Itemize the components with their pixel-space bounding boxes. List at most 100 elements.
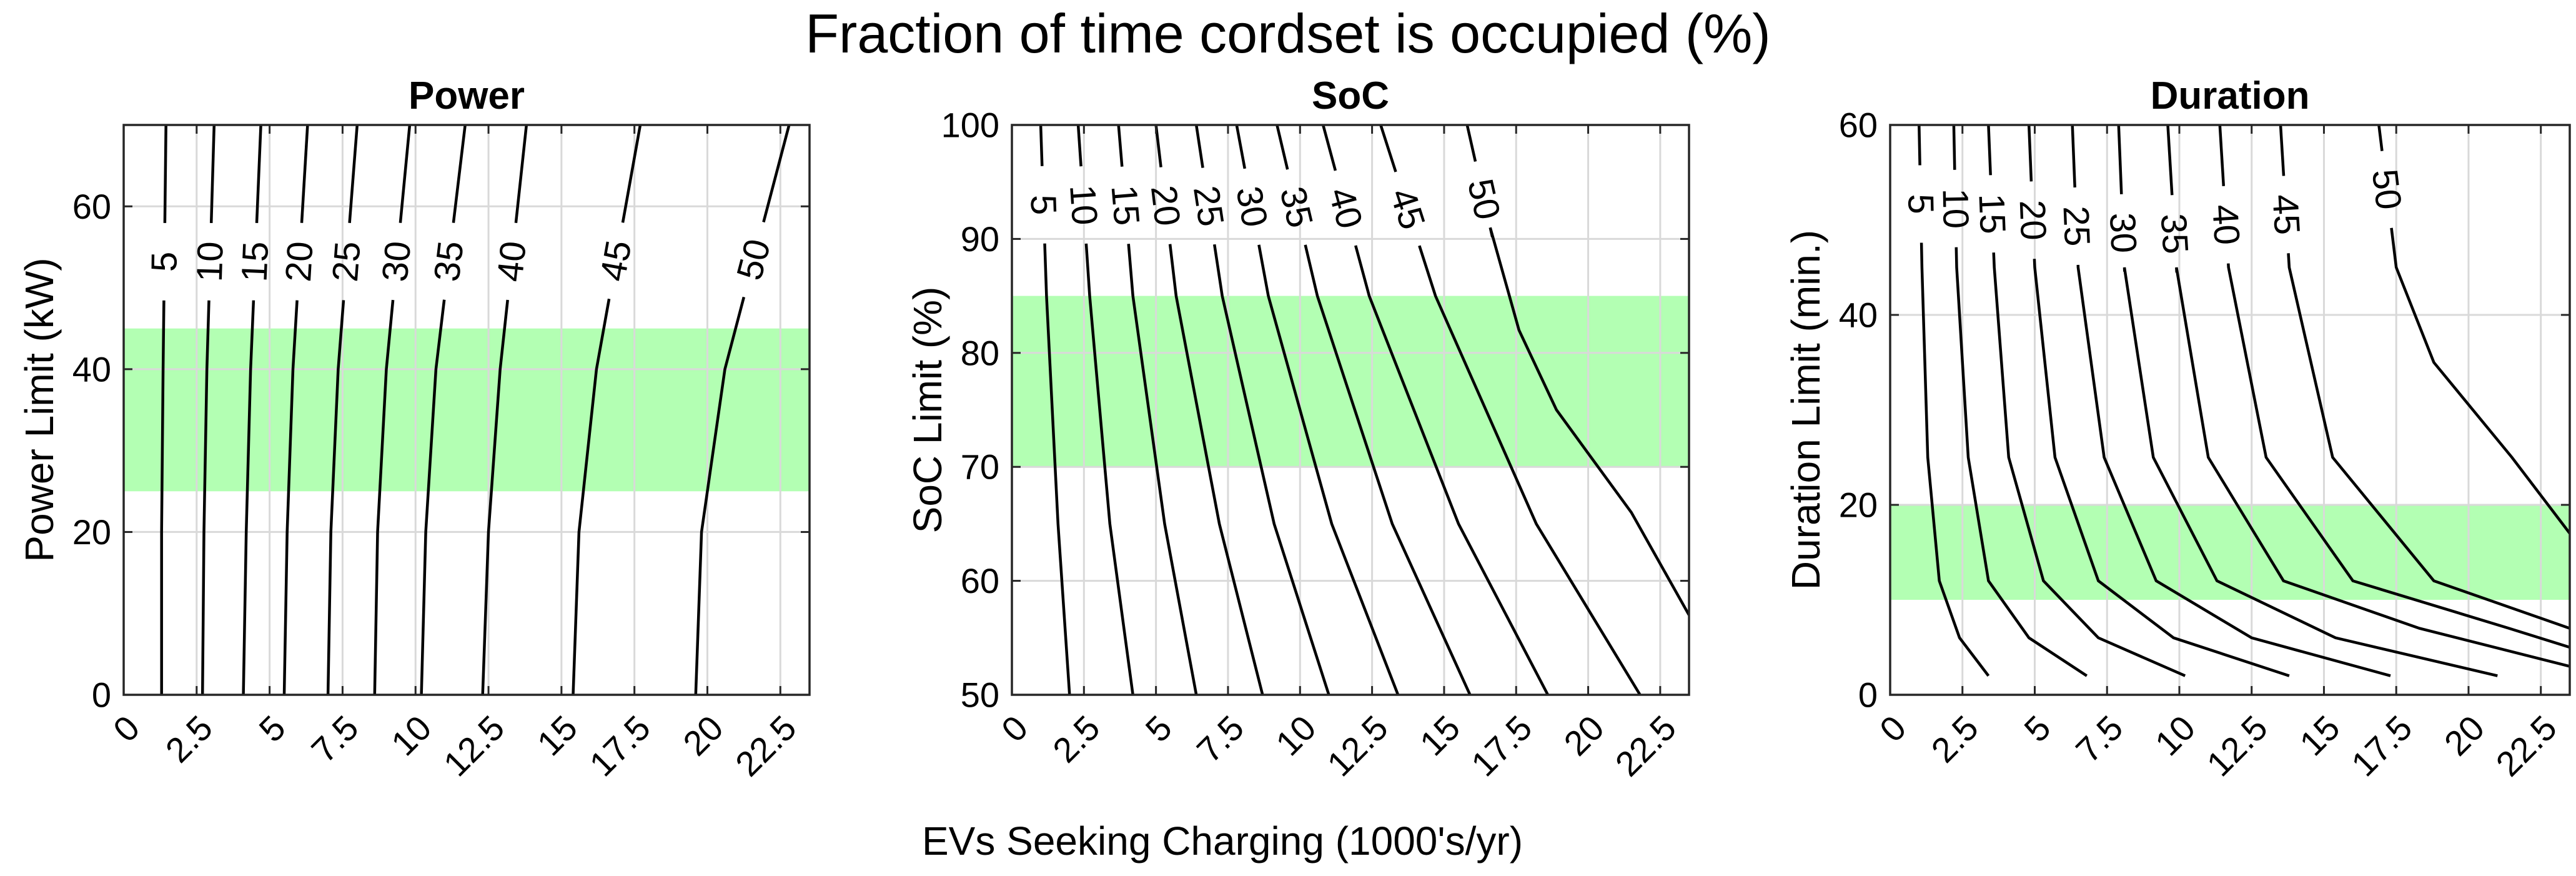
contour-line-45 (2279, 125, 2286, 176)
contour-line-30 (399, 125, 412, 223)
x-tick-label: 0 (994, 708, 1036, 750)
y-tick-label: 50 (961, 675, 999, 715)
y-axis-label: SoC Limit (%) (905, 287, 950, 534)
x-tick-label: 5 (2016, 708, 2058, 750)
contour-label-35: 35 (427, 239, 472, 284)
contour-line-10 (209, 125, 216, 223)
contour-line-20 (2033, 259, 2290, 677)
contour-line-35 (1304, 244, 1472, 695)
contour-line-30 (1257, 244, 1400, 695)
y-tick-label: 60 (72, 187, 111, 226)
x-tick-label: 17.5 (2344, 708, 2420, 784)
contour-line-30 (2123, 267, 2498, 677)
x-tick-label: 10 (1268, 708, 1324, 764)
contour-line-5 (160, 300, 166, 695)
contour-label-20: 20 (2012, 199, 2054, 241)
contour-line-25 (2076, 264, 2391, 677)
x-tick-label: 12.5 (2199, 708, 2275, 784)
contour-line-30 (1235, 125, 1247, 169)
contour-line-40 (1354, 245, 1549, 695)
x-tick-label: 17.5 (1464, 708, 1540, 784)
contour-line-50 (762, 125, 791, 223)
x-tick-label: 0 (1872, 708, 1914, 750)
x-tick-label: 20 (675, 708, 731, 764)
x-tick-label: 2.5 (1045, 708, 1107, 770)
contour-line-35 (420, 299, 446, 695)
contour-line-50 (2390, 227, 2570, 534)
x-tick-label: 22.5 (1608, 708, 1684, 784)
contour-line-50 (694, 296, 746, 695)
contour-line-40 (2227, 263, 2570, 649)
contour-line-40 (481, 299, 509, 695)
figure-title: Fraction of time cordset is occupied (%) (805, 2, 1770, 64)
contour-line-15 (1987, 125, 1992, 176)
y-tick-label: 0 (92, 675, 111, 715)
contour-label-20: 20 (1143, 183, 1188, 228)
highlight-band (1890, 505, 2570, 600)
contour-line-5 (1920, 242, 1990, 677)
contour-label-15: 15 (1971, 193, 2013, 235)
contour-label-40: 40 (490, 239, 534, 284)
y-tick-label: 40 (72, 349, 111, 389)
contour-label-15: 15 (234, 241, 277, 282)
contour-line-10 (1084, 243, 1134, 695)
x-tick-label: 17.5 (582, 708, 658, 784)
y-tick-label: 0 (1858, 675, 1878, 715)
y-tick-label: 40 (1839, 296, 1878, 335)
contour-line-45 (572, 298, 611, 695)
contour-line-30 (373, 299, 395, 695)
contour-line-15 (1992, 252, 2186, 677)
contour-line-5 (1918, 125, 1921, 166)
x-tick-label: 5 (251, 708, 293, 750)
axes-box (1889, 124, 2571, 696)
x-tick-label: 0 (106, 708, 147, 750)
contour-label-35: 35 (2153, 212, 2196, 255)
y-tick-label: 20 (1839, 485, 1878, 525)
contour-label-25: 25 (1186, 183, 1232, 229)
contour-label-35: 35 (1272, 183, 1320, 232)
contour-line-35 (2166, 125, 2174, 196)
y-axis-label: Power Limit (kW) (17, 257, 62, 562)
contour-line-40 (514, 125, 528, 223)
y-tick-label: 60 (1839, 106, 1878, 145)
x-tick-label: 15 (1412, 708, 1468, 764)
y-tick-label: 80 (961, 333, 999, 372)
contour-line-35 (452, 125, 467, 223)
contour-line-45 (621, 125, 642, 223)
contour-line-50 (1465, 125, 1477, 162)
contour-label-45: 45 (1382, 184, 1434, 234)
contour-line-40 (1322, 125, 1337, 171)
x-tick-label: 7.5 (1189, 708, 1252, 770)
contour-label-20: 20 (278, 241, 321, 283)
y-tick-label: 20 (72, 512, 111, 552)
contour-line-45 (1418, 245, 1642, 695)
x-tick-label: 15 (530, 708, 585, 764)
contour-label-5: 5 (1900, 194, 1941, 215)
contour-label-5: 5 (1023, 194, 1064, 216)
contour-line-35 (2175, 267, 2570, 668)
x-tick-label: 10 (2147, 708, 2203, 764)
contour-line-5 (163, 125, 167, 223)
contour-label-50: 50 (729, 235, 778, 284)
contour-label-25: 25 (2056, 205, 2098, 247)
x-tick-label: 12.5 (1319, 708, 1395, 784)
x-tick-label: 22.5 (2488, 708, 2564, 784)
panel-title: SoC (1312, 74, 1389, 117)
contour-line-15 (255, 125, 262, 223)
y-tick-label: 90 (961, 219, 999, 259)
contour-label-50: 50 (2364, 167, 2409, 212)
contour-line-15 (242, 300, 255, 695)
contour-line-35 (1276, 125, 1289, 170)
contour-label-45: 45 (2264, 193, 2307, 236)
contour-line-25 (1194, 125, 1204, 168)
contour-line-10 (1954, 247, 2088, 677)
contour-line-20 (1168, 244, 1264, 695)
contour-label-50: 50 (1460, 175, 1508, 223)
